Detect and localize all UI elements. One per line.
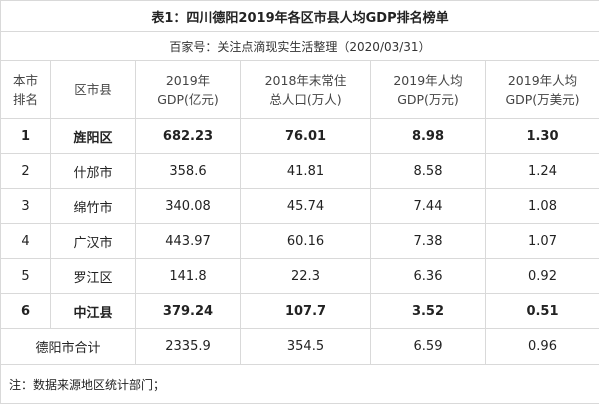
cell-per-capita-cny: 8.98: [370, 118, 486, 154]
cell-per-capita-usd: 1.24: [485, 153, 599, 189]
table-row: 5 罗江区 141.8 22.3 6.36 0.92: [0, 258, 599, 294]
total-per-capita-cny: 6.59: [370, 328, 486, 365]
source-line: 百家号：关注点滴现实生活整理（2020/03/31）: [0, 31, 599, 61]
cell-per-capita-usd: 1.07: [485, 223, 599, 259]
cell-gdp: 340.08: [135, 188, 241, 224]
table-row: 3 绵竹市 340.08 45.74 7.44 1.08: [0, 188, 599, 224]
cell-rank: 4: [0, 223, 51, 259]
cell-district: 什邡市: [50, 153, 136, 189]
header-district: 区市县: [50, 60, 136, 119]
cell-rank: 6: [0, 293, 51, 329]
table-row: 2 什邡市 358.6 41.81 8.58 1.24: [0, 153, 599, 189]
cell-gdp: 141.8: [135, 258, 241, 294]
header-gdp: 2019年 GDP(亿元): [135, 60, 241, 119]
cell-gdp: 358.6: [135, 153, 241, 189]
cell-per-capita-usd: 0.92: [485, 258, 599, 294]
total-gdp: 2335.9: [135, 328, 241, 365]
cell-rank: 2: [0, 153, 51, 189]
cell-per-capita-usd: 0.51: [485, 293, 599, 329]
cell-rank: 5: [0, 258, 51, 294]
cell-gdp: 379.24: [135, 293, 241, 329]
cell-per-capita-usd: 1.08: [485, 188, 599, 224]
note-row: 注：数据来源地区统计部门；: [0, 364, 599, 404]
cell-per-capita-cny: 7.38: [370, 223, 486, 259]
table-title: 表1：四川德阳2019年各区市县人均GDP排名榜单: [0, 0, 599, 32]
cell-per-capita-cny: 6.36: [370, 258, 486, 294]
header-per-capita-usd: 2019年人均 GDP(万美元): [485, 60, 599, 119]
cell-district: 旌阳区: [50, 118, 136, 154]
cell-district: 绵竹市: [50, 188, 136, 224]
source-row: 百家号：关注点滴现实生活整理（2020/03/31）: [0, 31, 599, 61]
header-population: 2018年末常住 总人口(万人): [240, 60, 371, 119]
header-rank: 本市 排名: [0, 60, 51, 119]
cell-district: 广汉市: [50, 223, 136, 259]
footnote: 注：数据来源地区统计部门；: [0, 364, 599, 404]
table-row: 4 广汉市 443.97 60.16 7.38 1.07: [0, 223, 599, 259]
cell-district: 罗江区: [50, 258, 136, 294]
table-title-row: 表1：四川德阳2019年各区市县人均GDP排名榜单: [0, 0, 599, 32]
cell-rank: 1: [0, 118, 51, 154]
cell-population: 60.16: [240, 223, 371, 259]
cell-population: 45.74: [240, 188, 371, 224]
cell-population: 41.81: [240, 153, 371, 189]
header-row: 本市 排名 区市县 2019年 GDP(亿元) 2018年末常住 总人口(万人) 20…: [0, 60, 599, 119]
cell-population: 76.01: [240, 118, 371, 154]
total-row: 德阳市合计 2335.9 354.5 6.59 0.96: [0, 328, 599, 365]
cell-per-capita-cny: 3.52: [370, 293, 486, 329]
cell-per-capita-cny: 8.58: [370, 153, 486, 189]
table-row: 6 中江县 379.24 107.7 3.52 0.51: [0, 293, 599, 329]
total-label: 德阳市合计: [0, 328, 136, 365]
table-row: 1 旌阳区 682.23 76.01 8.98 1.30: [0, 118, 599, 154]
cell-gdp: 682.23: [135, 118, 241, 154]
total-per-capita-usd: 0.96: [485, 328, 599, 365]
cell-per-capita-cny: 7.44: [370, 188, 486, 224]
cell-gdp: 443.97: [135, 223, 241, 259]
cell-population: 22.3: [240, 258, 371, 294]
header-per-capita-cny: 2019年人均 GDP(万元): [370, 60, 486, 119]
cell-rank: 3: [0, 188, 51, 224]
cell-per-capita-usd: 1.30: [485, 118, 599, 154]
total-population: 354.5: [240, 328, 371, 365]
cell-population: 107.7: [240, 293, 371, 329]
cell-district: 中江县: [50, 293, 136, 329]
